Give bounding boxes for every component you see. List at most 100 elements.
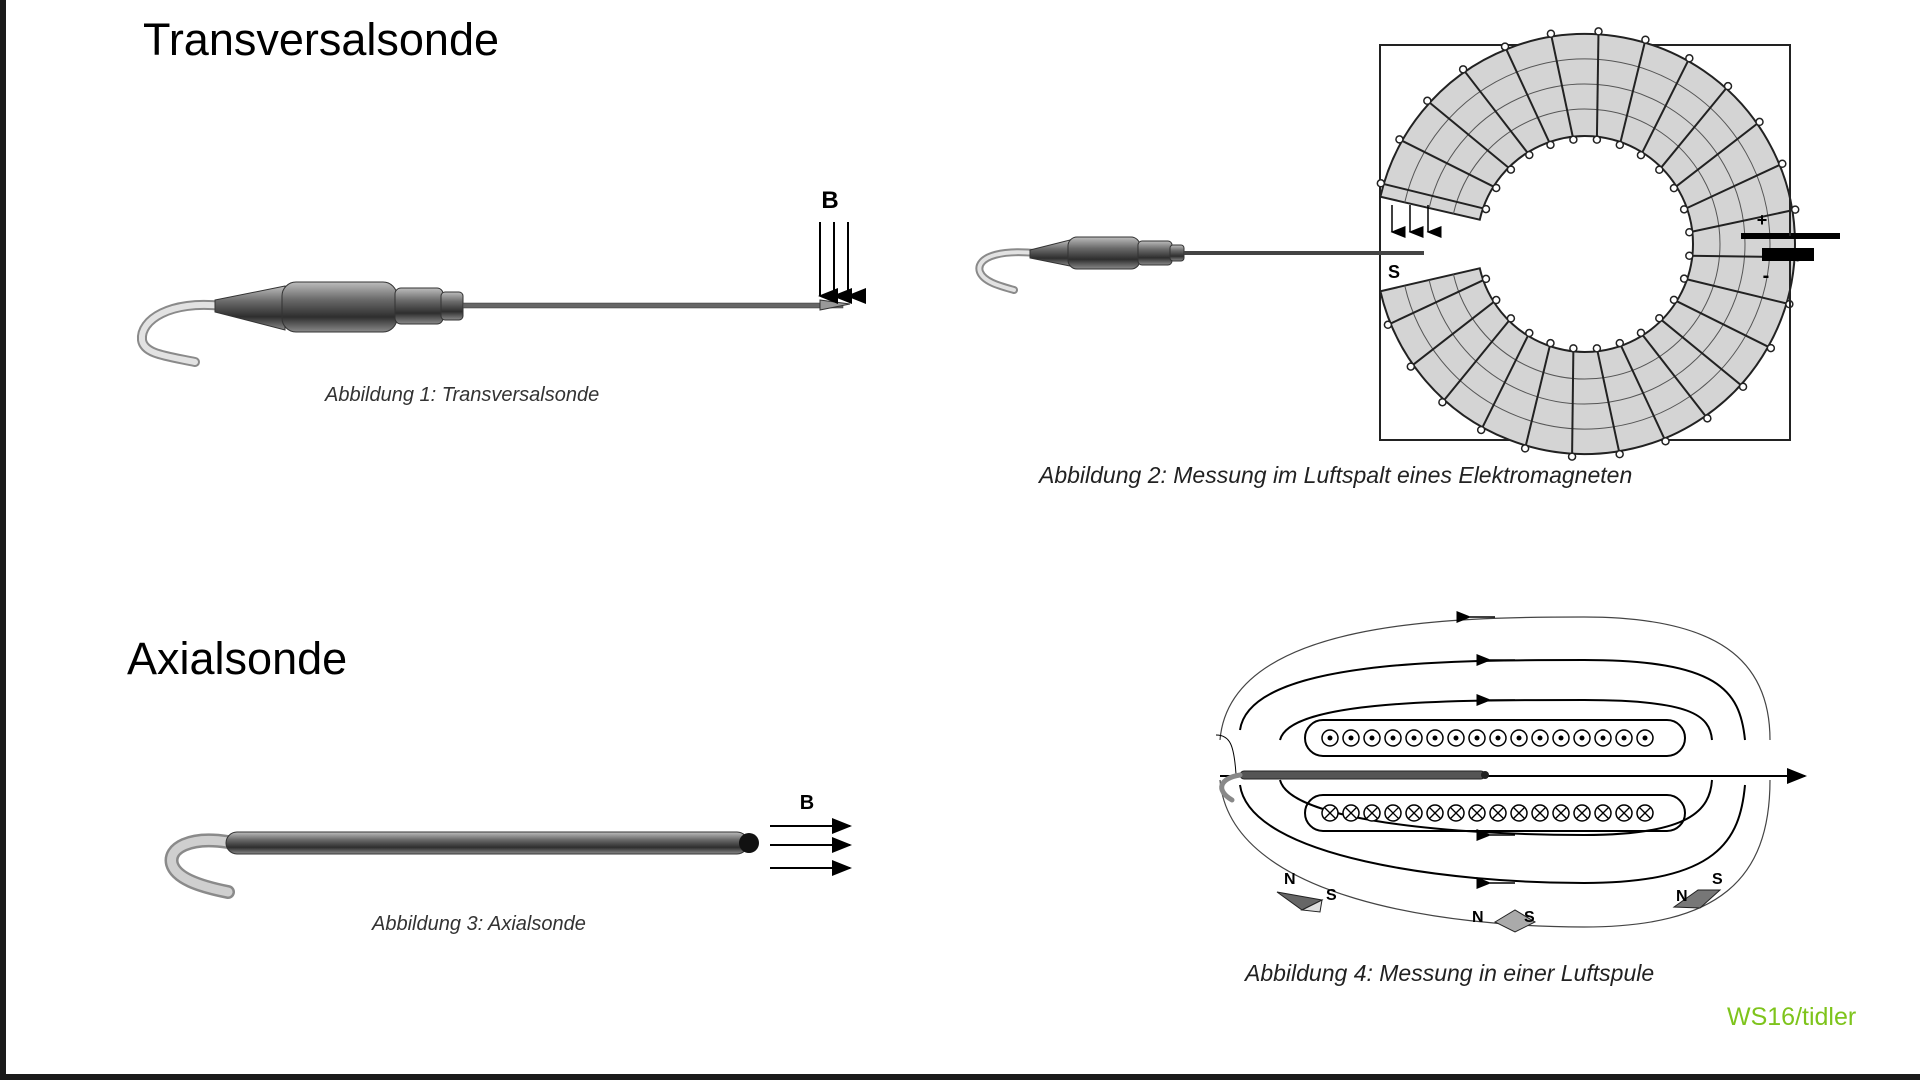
winding-node bbox=[1685, 251, 1694, 260]
electromagnet-figure: + - S bbox=[975, 27, 1840, 461]
winding-in-cross bbox=[1597, 807, 1609, 819]
winding-node bbox=[1655, 165, 1664, 175]
winding-in-cross bbox=[1366, 807, 1378, 819]
battery-symbol bbox=[1741, 45, 1840, 440]
winding-node bbox=[1383, 320, 1393, 330]
caption-figure-4: Abbildung 4: Messung in einer Luftspule bbox=[1245, 960, 1655, 986]
transversal-probe-drawing bbox=[136, 281, 851, 367]
toroid-flux-line-2 bbox=[1428, 83, 1746, 405]
winding-out-dot bbox=[1621, 735, 1627, 741]
winding-line bbox=[1387, 278, 1487, 326]
caption-figure-2: Abbildung 2: Messung im Luftspalt eines … bbox=[1039, 462, 1633, 488]
toroid-core bbox=[1376, 27, 1802, 461]
winding-in-cross bbox=[1639, 807, 1651, 819]
winding-node bbox=[1481, 204, 1491, 214]
winding-node bbox=[1669, 295, 1679, 305]
probe-in-gap bbox=[975, 236, 1424, 294]
winding-node bbox=[1376, 179, 1386, 188]
winding-out-dot bbox=[1390, 735, 1396, 741]
winding-node bbox=[1778, 159, 1787, 168]
winding-out-dot bbox=[1474, 735, 1480, 741]
winding-line bbox=[1595, 348, 1621, 455]
toroid-flux-line-1 bbox=[1452, 108, 1721, 380]
winding-in-cross bbox=[1513, 807, 1525, 819]
field-arrows-b-right bbox=[770, 818, 852, 876]
winding-node bbox=[1615, 140, 1625, 150]
needle-2-north: N bbox=[1472, 909, 1484, 926]
winding-in-cross bbox=[1576, 807, 1588, 819]
field-label-b-1: B bbox=[821, 187, 838, 214]
winding-node bbox=[1766, 343, 1776, 353]
winding-in-cross bbox=[1471, 807, 1483, 819]
winding-node bbox=[1481, 274, 1491, 284]
needle-1-north: N bbox=[1284, 871, 1296, 888]
winding-node bbox=[1567, 452, 1577, 461]
winding-in-cross bbox=[1450, 807, 1462, 819]
winding-node bbox=[1491, 183, 1501, 193]
winding-line bbox=[1673, 121, 1761, 189]
winding-node bbox=[1669, 183, 1679, 193]
air-coil-figure: N S N S N S bbox=[1215, 611, 1807, 933]
caption-figure-1: Abbildung 1: Transversalsonde bbox=[325, 384, 600, 406]
axial-probe-drawing bbox=[164, 831, 759, 899]
pole-south-label-1: S bbox=[1388, 262, 1400, 282]
battery-plus-label: + bbox=[1757, 210, 1768, 230]
winding-out-dot bbox=[1516, 735, 1522, 741]
winding-node bbox=[1546, 140, 1555, 150]
winding-node bbox=[1592, 135, 1602, 144]
winding-line bbox=[1658, 317, 1744, 388]
winding-in-cross bbox=[1555, 807, 1567, 819]
winding-in-cross bbox=[1345, 807, 1357, 819]
winding-out-dot bbox=[1348, 735, 1354, 741]
winding-line bbox=[1398, 138, 1497, 189]
winding-node bbox=[1525, 328, 1534, 338]
winding-line bbox=[1571, 348, 1575, 457]
winding-node bbox=[1506, 165, 1516, 174]
winding-line bbox=[1640, 57, 1691, 156]
needle-3-south: S bbox=[1712, 871, 1723, 888]
winding-line bbox=[1426, 100, 1512, 171]
winding-node bbox=[1506, 314, 1516, 323]
winding-line bbox=[1658, 85, 1729, 171]
winding-node bbox=[1476, 425, 1486, 435]
winding-out-dot bbox=[1327, 735, 1333, 741]
winding-line bbox=[1595, 31, 1600, 140]
winding-node bbox=[1438, 397, 1447, 407]
author-credit: WS16/tidler bbox=[1727, 1003, 1857, 1031]
toroid-ring bbox=[1379, 33, 1796, 455]
winding-out-dot bbox=[1411, 735, 1417, 741]
coil-windings-in bbox=[1321, 804, 1654, 822]
heading-transversalsonde: Transversalsonde bbox=[143, 14, 500, 65]
winding-node bbox=[1790, 205, 1800, 214]
winding-node bbox=[1685, 54, 1694, 63]
winding-node bbox=[1738, 382, 1748, 392]
winding-node bbox=[1636, 328, 1646, 338]
winding-out-dot bbox=[1453, 735, 1459, 741]
winding-line bbox=[1524, 342, 1552, 449]
winding-node bbox=[1592, 344, 1602, 353]
winding-node bbox=[1615, 449, 1624, 459]
winding-out-dot bbox=[1558, 735, 1564, 741]
winding-node bbox=[1423, 96, 1432, 106]
winding-line bbox=[1673, 298, 1772, 349]
winding-node bbox=[1395, 135, 1404, 144]
winding-node bbox=[1661, 436, 1670, 446]
winding-node bbox=[1723, 81, 1733, 91]
winding-node bbox=[1679, 274, 1689, 283]
winding-node bbox=[1636, 150, 1646, 160]
winding-line bbox=[1683, 162, 1783, 211]
winding-node bbox=[1406, 362, 1416, 371]
winding-out-dot bbox=[1579, 735, 1585, 741]
winding-in-cross bbox=[1534, 807, 1546, 819]
caption-figure-3: Abbildung 3: Axialsonde bbox=[372, 913, 586, 935]
winding-line bbox=[1462, 68, 1531, 156]
winding-node bbox=[1569, 135, 1578, 144]
winding-out-dot bbox=[1537, 735, 1543, 741]
winding-in-cross bbox=[1408, 807, 1420, 819]
winding-node bbox=[1569, 344, 1578, 353]
winding-in-cross bbox=[1429, 807, 1441, 819]
winding-line bbox=[1480, 332, 1531, 431]
winding-in-cross bbox=[1324, 807, 1336, 819]
